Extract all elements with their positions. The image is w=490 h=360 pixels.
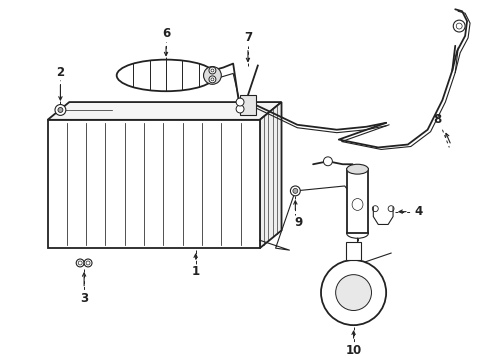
Circle shape: [84, 259, 92, 267]
Text: 2: 2: [56, 66, 65, 79]
Text: 4: 4: [415, 205, 423, 218]
Text: 10: 10: [345, 344, 362, 357]
Text: 5: 5: [353, 256, 362, 270]
Circle shape: [55, 104, 66, 116]
Circle shape: [209, 67, 216, 74]
Bar: [346, 169, 368, 233]
Circle shape: [293, 188, 298, 193]
Circle shape: [453, 20, 465, 32]
Circle shape: [321, 260, 386, 325]
Circle shape: [58, 108, 63, 112]
Circle shape: [76, 259, 84, 267]
Text: 3: 3: [80, 292, 88, 305]
Text: 9: 9: [294, 216, 302, 229]
Circle shape: [236, 98, 244, 106]
Polygon shape: [48, 102, 282, 120]
Circle shape: [291, 186, 300, 196]
Text: 1: 1: [192, 265, 200, 278]
Circle shape: [336, 275, 371, 310]
Circle shape: [236, 105, 244, 113]
Polygon shape: [48, 120, 260, 248]
Bar: [240, 95, 256, 115]
Text: 7: 7: [244, 31, 252, 44]
Text: 8: 8: [433, 113, 441, 126]
Ellipse shape: [346, 228, 368, 238]
Circle shape: [203, 67, 221, 84]
Polygon shape: [345, 242, 362, 260]
Ellipse shape: [117, 60, 216, 91]
Circle shape: [323, 157, 332, 166]
Polygon shape: [260, 102, 282, 248]
Text: 6: 6: [162, 27, 170, 40]
Ellipse shape: [346, 164, 368, 174]
Circle shape: [209, 76, 216, 83]
